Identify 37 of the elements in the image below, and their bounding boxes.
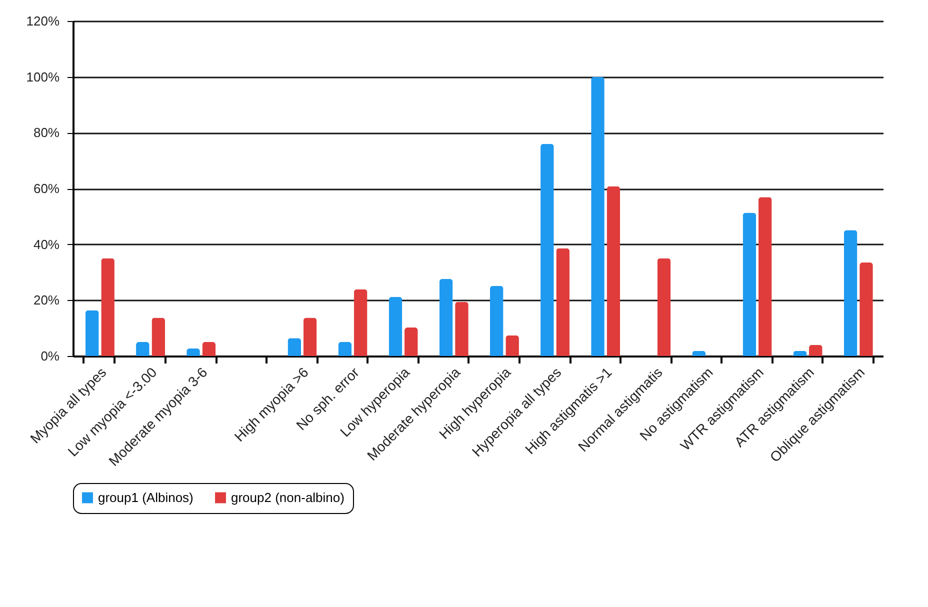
bar	[758, 197, 772, 356]
bar	[136, 342, 150, 356]
bar	[506, 335, 519, 356]
y-tick-label: 0%	[40, 348, 60, 364]
y-tick-label: 60%	[33, 181, 60, 196]
bar	[404, 328, 418, 356]
bar	[388, 296, 402, 356]
bar	[844, 230, 858, 356]
y-tick-label: 100%	[26, 69, 60, 84]
legend-label: group1 (Albinos)	[98, 490, 194, 505]
bar	[455, 302, 468, 356]
bar	[202, 342, 216, 356]
bar	[809, 344, 822, 356]
y-tick-label: 20%	[33, 292, 60, 308]
bar	[556, 248, 570, 356]
bar	[303, 318, 317, 356]
bar	[591, 76, 604, 356]
bar	[101, 258, 114, 356]
bar	[692, 350, 706, 356]
bar	[490, 286, 504, 356]
bar	[657, 258, 671, 356]
y-tick-label: 120%	[26, 14, 60, 28]
bar	[85, 310, 99, 356]
bar	[606, 186, 620, 356]
bar	[186, 348, 200, 356]
bar	[860, 262, 873, 356]
bar	[540, 144, 554, 356]
y-tick-label: 80%	[33, 125, 60, 140]
bar	[288, 338, 302, 356]
bar	[152, 318, 166, 356]
y-tick-label: 40%	[33, 236, 60, 252]
legend-label: group2 (non-albino)	[231, 490, 344, 505]
bar	[354, 289, 368, 356]
bar	[338, 342, 352, 356]
bar	[742, 212, 756, 356]
bar	[439, 278, 453, 356]
bar	[793, 350, 807, 356]
